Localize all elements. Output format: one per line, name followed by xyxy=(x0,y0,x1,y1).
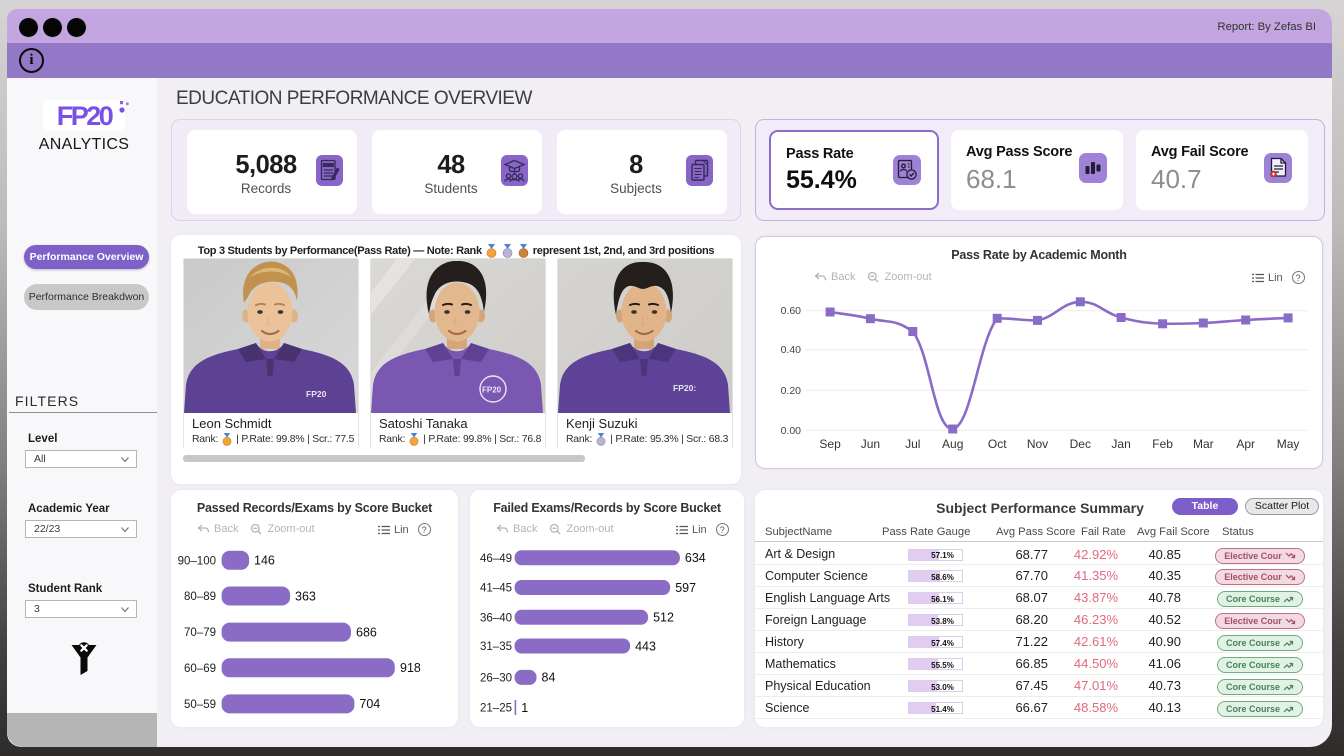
svg-text:46–49: 46–49 xyxy=(480,553,512,565)
svg-text:146: 146 xyxy=(254,554,275,568)
svg-text:Feb: Feb xyxy=(1152,437,1173,451)
svg-text:Nov: Nov xyxy=(1027,437,1048,451)
svg-text:21–25: 21–25 xyxy=(480,703,512,715)
svg-text:26–30: 26–30 xyxy=(480,672,512,684)
svg-text:1: 1 xyxy=(521,701,528,715)
svg-text:597: 597 xyxy=(675,581,696,595)
svg-text:Mar: Mar xyxy=(1193,437,1214,451)
svg-text:84: 84 xyxy=(542,671,556,685)
svg-text:FP20:: FP20: xyxy=(673,383,696,393)
svg-text:60–69: 60–69 xyxy=(184,663,216,675)
svg-text:Oct: Oct xyxy=(988,437,1007,451)
svg-text:Jul: Jul xyxy=(905,437,920,451)
svg-text:70–79: 70–79 xyxy=(184,627,216,639)
svg-text:0.60: 0.60 xyxy=(781,305,802,317)
svg-text:634: 634 xyxy=(685,551,706,565)
svg-text:704: 704 xyxy=(359,697,380,711)
svg-text:443: 443 xyxy=(635,639,656,653)
svg-text:36–40: 36–40 xyxy=(480,612,512,624)
svg-text:Sep: Sep xyxy=(819,437,841,451)
svg-text:Jan: Jan xyxy=(1111,437,1130,451)
svg-text:512: 512 xyxy=(653,611,674,625)
svg-text:686: 686 xyxy=(356,625,377,639)
svg-text:50–59: 50–59 xyxy=(184,699,216,711)
svg-text:41–45: 41–45 xyxy=(480,583,512,595)
svg-text:Dec: Dec xyxy=(1070,437,1091,451)
svg-text:31–35: 31–35 xyxy=(480,641,512,653)
svg-text:FP20: FP20 xyxy=(306,389,327,399)
svg-text:90–100: 90–100 xyxy=(178,555,216,567)
svg-text:0.00: 0.00 xyxy=(781,425,802,437)
svg-text:Jun: Jun xyxy=(861,437,880,451)
svg-text:May: May xyxy=(1277,437,1300,451)
svg-text:Apr: Apr xyxy=(1236,437,1255,451)
svg-text:363: 363 xyxy=(295,589,316,603)
svg-text:0.40: 0.40 xyxy=(781,344,802,356)
svg-text:Aug: Aug xyxy=(942,437,963,451)
svg-text:FP20: FP20 xyxy=(482,386,502,395)
svg-text:918: 918 xyxy=(400,661,421,675)
svg-text:80–89: 80–89 xyxy=(184,591,216,603)
svg-text:0.20: 0.20 xyxy=(781,385,802,397)
